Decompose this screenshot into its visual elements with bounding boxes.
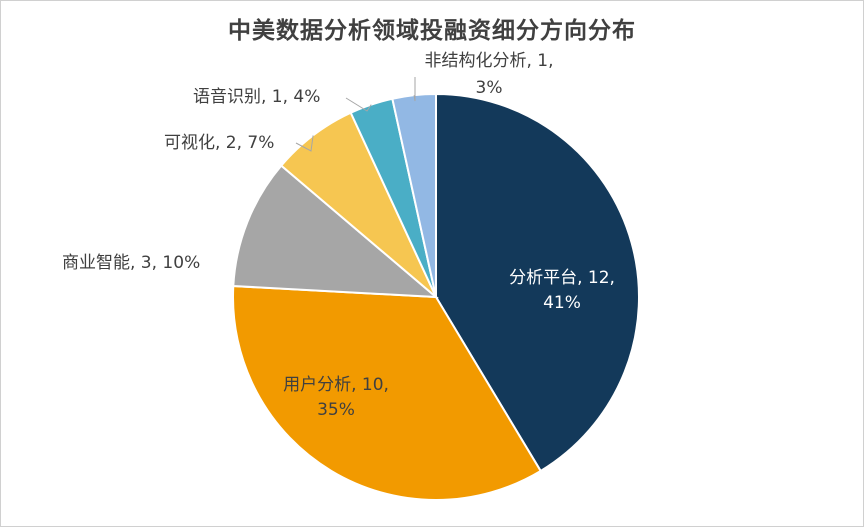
label-unstructured-analysis: 非结构化分析, 1, bbox=[424, 51, 553, 71]
label-user-analysis-pct: 35% bbox=[317, 400, 355, 420]
leader-unstructured-analysis bbox=[413, 77, 416, 102]
label-visualization: 可视化, 2, 7% bbox=[164, 133, 274, 153]
label-user-analysis: 用户分析, 10, bbox=[283, 375, 389, 395]
leader-speech-recognition bbox=[345, 97, 372, 112]
label-speech-recognition: 语音识别, 1, 4% bbox=[193, 87, 320, 107]
slice-analysis-platform bbox=[435, 92, 640, 473]
slice-user-analysis bbox=[232, 284, 543, 501]
label-analysis-platform-pct: 41% bbox=[543, 293, 581, 313]
chart-title: 中美数据分析领域投融资细分方向分布 bbox=[228, 18, 636, 44]
slice-unstructured-analysis bbox=[391, 92, 437, 298]
label-unstructured-analysis-pct: 3% bbox=[476, 78, 503, 98]
slice-business-intelligence bbox=[232, 164, 439, 299]
label-business-intelligence: 商业智能, 3, 10% bbox=[62, 253, 200, 273]
leader-visualization bbox=[295, 135, 314, 152]
label-analysis-platform: 分析平台, 12, bbox=[509, 268, 615, 288]
